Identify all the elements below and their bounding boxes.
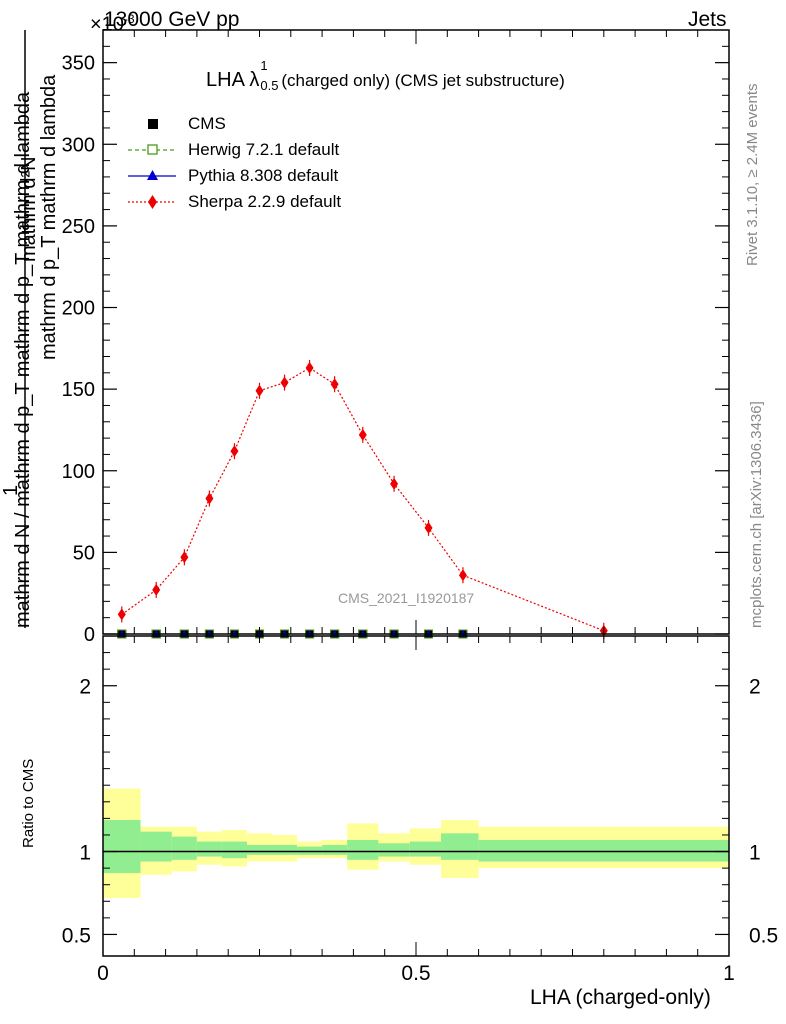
ratio-inner-band [196,841,222,857]
sherpa-point [358,428,367,441]
legend-label: CMS [188,114,226,133]
ratio-y-tick-label: 0.5 [62,924,91,947]
sherpa-point [152,583,161,596]
legend-swatch [148,119,158,129]
ratio-inner-band [272,844,298,855]
ratio-inner-band [297,846,323,855]
legend-marker [148,119,158,129]
y-tick-label: 250 [62,216,95,238]
ratio-y-tick-label-right: 0.5 [749,924,778,947]
ratio-inner-band [140,831,172,862]
legend-label: Sherpa 2.2.9 default [188,192,342,211]
ratio-y-tick-label: 1 [79,842,91,865]
x-axis-label: LHA (charged-only) [530,986,711,1009]
sherpa-point [424,521,433,534]
sherpa-point [305,361,314,374]
sherpa-point [280,376,289,389]
y-tick-label: 100 [62,461,95,483]
exponent-label: ×10-3 [90,12,135,36]
plot-title: LHA λ 1 0.5 (charged only) (CMS jet substru… [206,58,565,93]
x-tick-label: 1 [723,962,735,985]
sherpa-point [255,384,264,397]
ratio-y-tick-label-right: 2 [749,676,761,699]
ratio-inner-band [378,843,410,857]
sherpa-point [180,551,189,564]
y-tick-label: 50 [73,542,95,564]
ratio-inner-band [478,839,729,862]
y-tick-label: 0 [84,624,95,646]
y-tick-label: 350 [62,53,95,75]
sherpa-point [390,477,399,490]
x-tick-label: 0.5 [401,962,430,985]
ratio-inner-band [103,820,141,874]
ratio-inner-band [347,839,379,860]
ratio-inner-band [322,844,348,855]
y-axis-label-right-num: mathrm d²N [18,156,40,262]
legend-label: Pythia 8.308 default [188,166,339,185]
legend-swatch [128,144,176,155]
ratio-inner-band [441,833,479,860]
sherpa-point [205,492,214,505]
y-tick-label: 300 [62,134,95,156]
ratio-y-label: Ratio to CMS [20,758,37,848]
y-axis-label-right-den: mathrm d p_T mathrm d lambda [38,74,60,360]
series-line-sherpa [121,367,605,632]
y-axis-label-numerator: 1 [0,484,22,496]
watermark: CMS_2021_I1920187 [338,590,475,606]
ratio-inner-band [221,841,247,859]
x-tick-label: 0 [97,962,109,985]
sherpa-point [330,378,339,391]
mcplots-label: mcplots.cern.ch [arXiv:1306.3436] [748,401,765,628]
ratio-inner-band [246,844,273,855]
legend-marker [148,195,157,209]
sherpa-point [230,445,239,458]
legend-label: Herwig 7.2.1 default [188,140,340,159]
ratio-y-tick-label-right: 1 [749,842,761,865]
y-tick-label: 150 [62,379,95,401]
process-label: Jets [688,8,727,31]
rivet-label: Rivet 3.1.10, ≥ 2.4M events [744,83,761,267]
legend-marker [147,144,158,155]
ratio-inner-band [409,841,442,857]
sherpa-point [117,608,126,621]
ratio-inner-band [171,836,197,860]
legend-marker [147,170,158,180]
ratio-frame [102,635,730,957]
energy-label: 13000 GeV pp [104,8,240,31]
legend-swatch [128,195,176,209]
ratio-y-tick-label: 2 [79,676,91,699]
legend-swatch [128,170,176,180]
y-tick-label: 200 [62,298,95,320]
sherpa-point [458,569,467,582]
